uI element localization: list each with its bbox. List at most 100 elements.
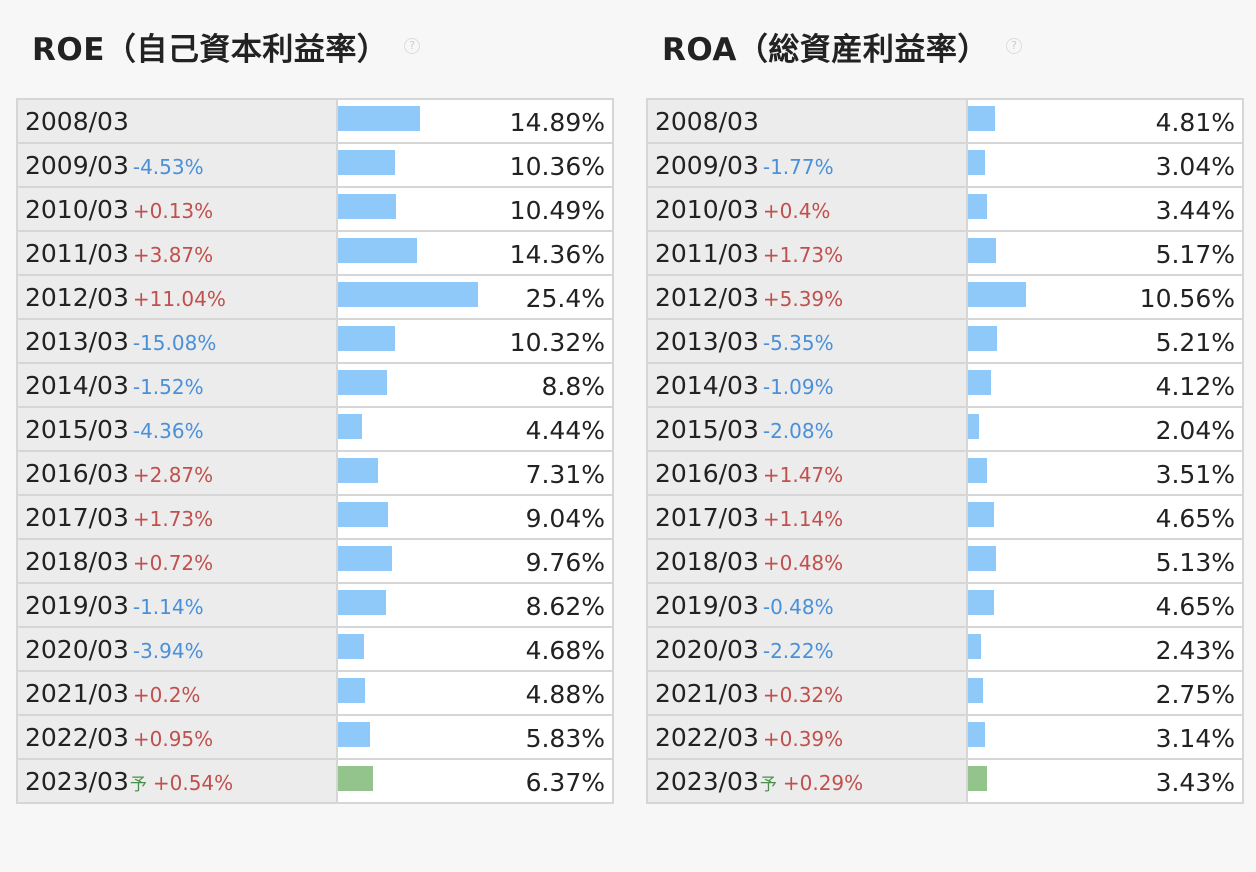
change-label: -1.77% [762,154,834,179]
change-label: +3.87% [132,242,214,267]
year-label: 2016/03 [655,458,759,488]
value-bar [338,106,420,131]
table-row: 2021/03 +0.2% 4.88% [16,670,614,716]
year-label: 2023/03 [25,766,129,796]
change-label: +1.73% [132,506,214,531]
year-label: 2021/03 [655,678,759,708]
year-label: 2020/03 [25,634,129,664]
roe-table: 2008/03 14.89% 2009/03 -4.53% 10.36% 2010/03 +… [16,98,614,804]
change-label: -15.08% [132,330,217,355]
change-label: -4.36% [132,418,204,443]
change-label: +2.87% [132,462,214,487]
year-label: 2021/03 [25,678,129,708]
value-label: 4.65% [1155,592,1235,621]
value-bar [338,238,417,263]
roe-title-row: ROE（自己資本利益率） ? [16,0,614,98]
year-label: 2018/03 [655,546,759,576]
forecast-bar [968,766,987,791]
value-label: 2.43% [1155,636,1235,665]
bar-cell: 10.32% [336,318,614,364]
year-cell: 2019/03 -1.14% [16,582,338,628]
table-row: 2016/03 +2.87% 7.31% [16,450,614,496]
roa-title-row: ROA（総資産利益率） ? [646,0,1244,98]
value-label: 3.51% [1155,460,1235,489]
table-row: 2013/03 -5.35% 5.21% [646,318,1244,364]
change-label: +0.2% [132,682,201,707]
value-bar [968,194,987,219]
year-label: 2008/03 [25,106,129,136]
roa-panel: ROA（総資産利益率） ? 2008/03 4.81% 2009/03 -1.77% 3… [646,0,1244,804]
year-label: 2022/03 [25,722,129,752]
value-label: 10.36% [509,152,605,181]
year-label: 2016/03 [25,458,129,488]
table-row: 2010/03 +0.4% 3.44% [646,186,1244,232]
table-row: 2014/03 -1.52% 8.8% [16,362,614,408]
value-label: 9.76% [525,548,605,577]
bar-cell: 2.04% [966,406,1244,452]
value-bar [338,326,395,351]
change-label: -2.22% [762,638,834,663]
change-label: -1.09% [762,374,834,399]
bar-cell: 4.88% [336,670,614,716]
year-cell: 2017/03 +1.14% [646,494,968,540]
forecast-marker: 予 [129,774,147,795]
bar-cell: 5.17% [966,230,1244,276]
year-label: 2017/03 [655,502,759,532]
bar-cell: 7.31% [336,450,614,496]
bar-cell: 8.62% [336,582,614,628]
change-label: +0.95% [132,726,214,751]
table-row: 2023/03予 +0.29% 3.43% [646,758,1244,804]
year-label: 2013/03 [655,326,759,356]
bar-cell: 14.36% [336,230,614,276]
change-label: -1.14% [132,594,204,619]
year-cell: 2018/03 +0.48% [646,538,968,584]
bar-cell: 4.68% [336,626,614,672]
bar-cell: 3.43% [966,758,1244,804]
bar-cell: 5.83% [336,714,614,760]
year-label: 2013/03 [25,326,129,356]
year-cell: 2010/03 +0.13% [16,186,338,232]
year-cell: 2012/03 +11.04% [16,274,338,320]
year-label: 2014/03 [655,370,759,400]
table-row: 2013/03 -15.08% 10.32% [16,318,614,364]
value-bar [338,458,378,483]
question-circle-icon[interactable]: ? [1006,38,1022,54]
year-label: 2015/03 [655,414,759,444]
year-cell: 2008/03 [16,98,338,144]
value-label: 25.4% [525,284,605,313]
table-row: 2011/03 +1.73% 5.17% [646,230,1244,276]
year-cell: 2018/03 +0.72% [16,538,338,584]
table-row: 2019/03 -0.48% 4.65% [646,582,1244,628]
change-label: +5.39% [762,286,844,311]
change-label: +0.4% [762,198,831,223]
table-row: 2017/03 +1.14% 4.65% [646,494,1244,540]
change-label: -4.53% [132,154,204,179]
year-label: 2019/03 [655,590,759,620]
change-label: +0.72% [132,550,214,575]
change-label: +0.32% [762,682,844,707]
bar-cell: 3.04% [966,142,1244,188]
value-bar [968,546,996,571]
table-row: 2009/03 -1.77% 3.04% [646,142,1244,188]
change-label: +1.14% [762,506,844,531]
value-label: 4.44% [525,416,605,445]
table-row: 2009/03 -4.53% 10.36% [16,142,614,188]
year-label: 2020/03 [655,634,759,664]
change-label: -3.94% [132,638,204,663]
value-label: 4.81% [1155,108,1235,137]
year-label: 2009/03 [655,150,759,180]
table-row: 2023/03予 +0.54% 6.37% [16,758,614,804]
table-row: 2008/03 4.81% [646,98,1244,144]
bar-cell: 2.43% [966,626,1244,672]
value-bar [338,590,386,615]
bar-cell: 10.36% [336,142,614,188]
value-bar [338,414,362,439]
year-cell: 2022/03 +0.39% [646,714,968,760]
value-label: 6.37% [525,768,605,797]
change-label: +0.13% [132,198,214,223]
value-label: 3.43% [1155,768,1235,797]
value-label: 5.83% [525,724,605,753]
value-label: 10.49% [509,196,605,225]
question-circle-icon[interactable]: ? [404,38,420,54]
year-label: 2010/03 [25,194,129,224]
